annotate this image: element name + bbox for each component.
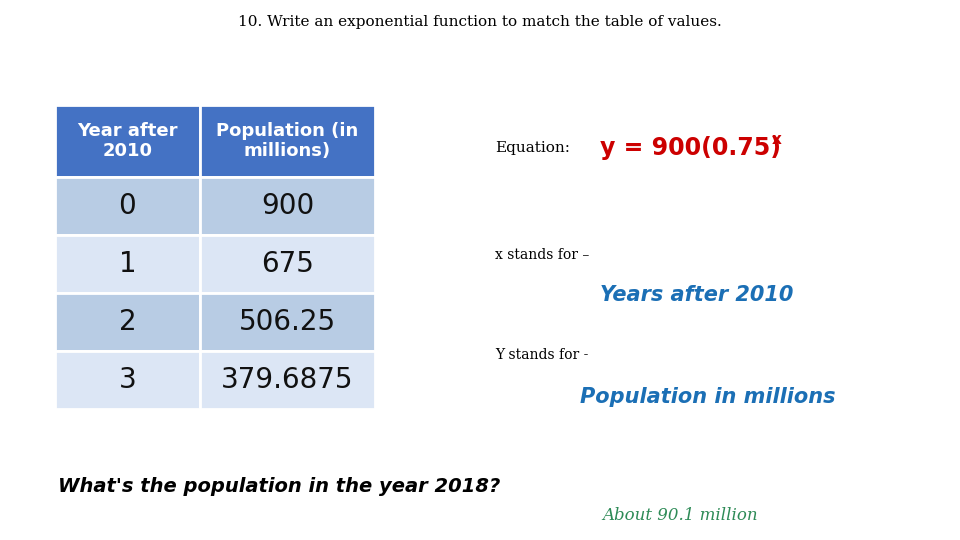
FancyBboxPatch shape — [200, 105, 375, 177]
Text: What's the population in the year 2018?: What's the population in the year 2018? — [58, 476, 500, 496]
Text: 2: 2 — [119, 308, 136, 336]
Text: 379.6875: 379.6875 — [221, 366, 353, 394]
Text: Population in millions: Population in millions — [580, 387, 835, 407]
FancyBboxPatch shape — [200, 293, 375, 351]
FancyBboxPatch shape — [55, 105, 200, 177]
Text: x: x — [772, 132, 781, 147]
FancyBboxPatch shape — [55, 177, 200, 235]
FancyBboxPatch shape — [200, 235, 375, 293]
Text: 1: 1 — [119, 250, 136, 278]
FancyBboxPatch shape — [55, 351, 200, 409]
Text: Year after
2010: Year after 2010 — [77, 122, 178, 160]
FancyBboxPatch shape — [200, 351, 375, 409]
Text: y = 900(0.75): y = 900(0.75) — [600, 136, 781, 160]
FancyBboxPatch shape — [55, 235, 200, 293]
Text: 900: 900 — [261, 192, 314, 220]
Text: Population (in
millions): Population (in millions) — [216, 122, 359, 160]
FancyBboxPatch shape — [55, 293, 200, 351]
Text: 0: 0 — [119, 192, 136, 220]
Text: About 90.1 million: About 90.1 million — [602, 507, 757, 523]
Text: x stands for –: x stands for – — [495, 248, 589, 262]
Text: 675: 675 — [261, 250, 314, 278]
Text: 10. Write an exponential function to match the table of values.: 10. Write an exponential function to mat… — [238, 15, 722, 29]
Text: Years after 2010: Years after 2010 — [600, 285, 793, 305]
Text: Equation:: Equation: — [495, 141, 570, 155]
Text: Y stands for -: Y stands for - — [495, 348, 588, 362]
Text: 3: 3 — [119, 366, 136, 394]
Text: 506.25: 506.25 — [239, 308, 336, 336]
FancyBboxPatch shape — [200, 177, 375, 235]
